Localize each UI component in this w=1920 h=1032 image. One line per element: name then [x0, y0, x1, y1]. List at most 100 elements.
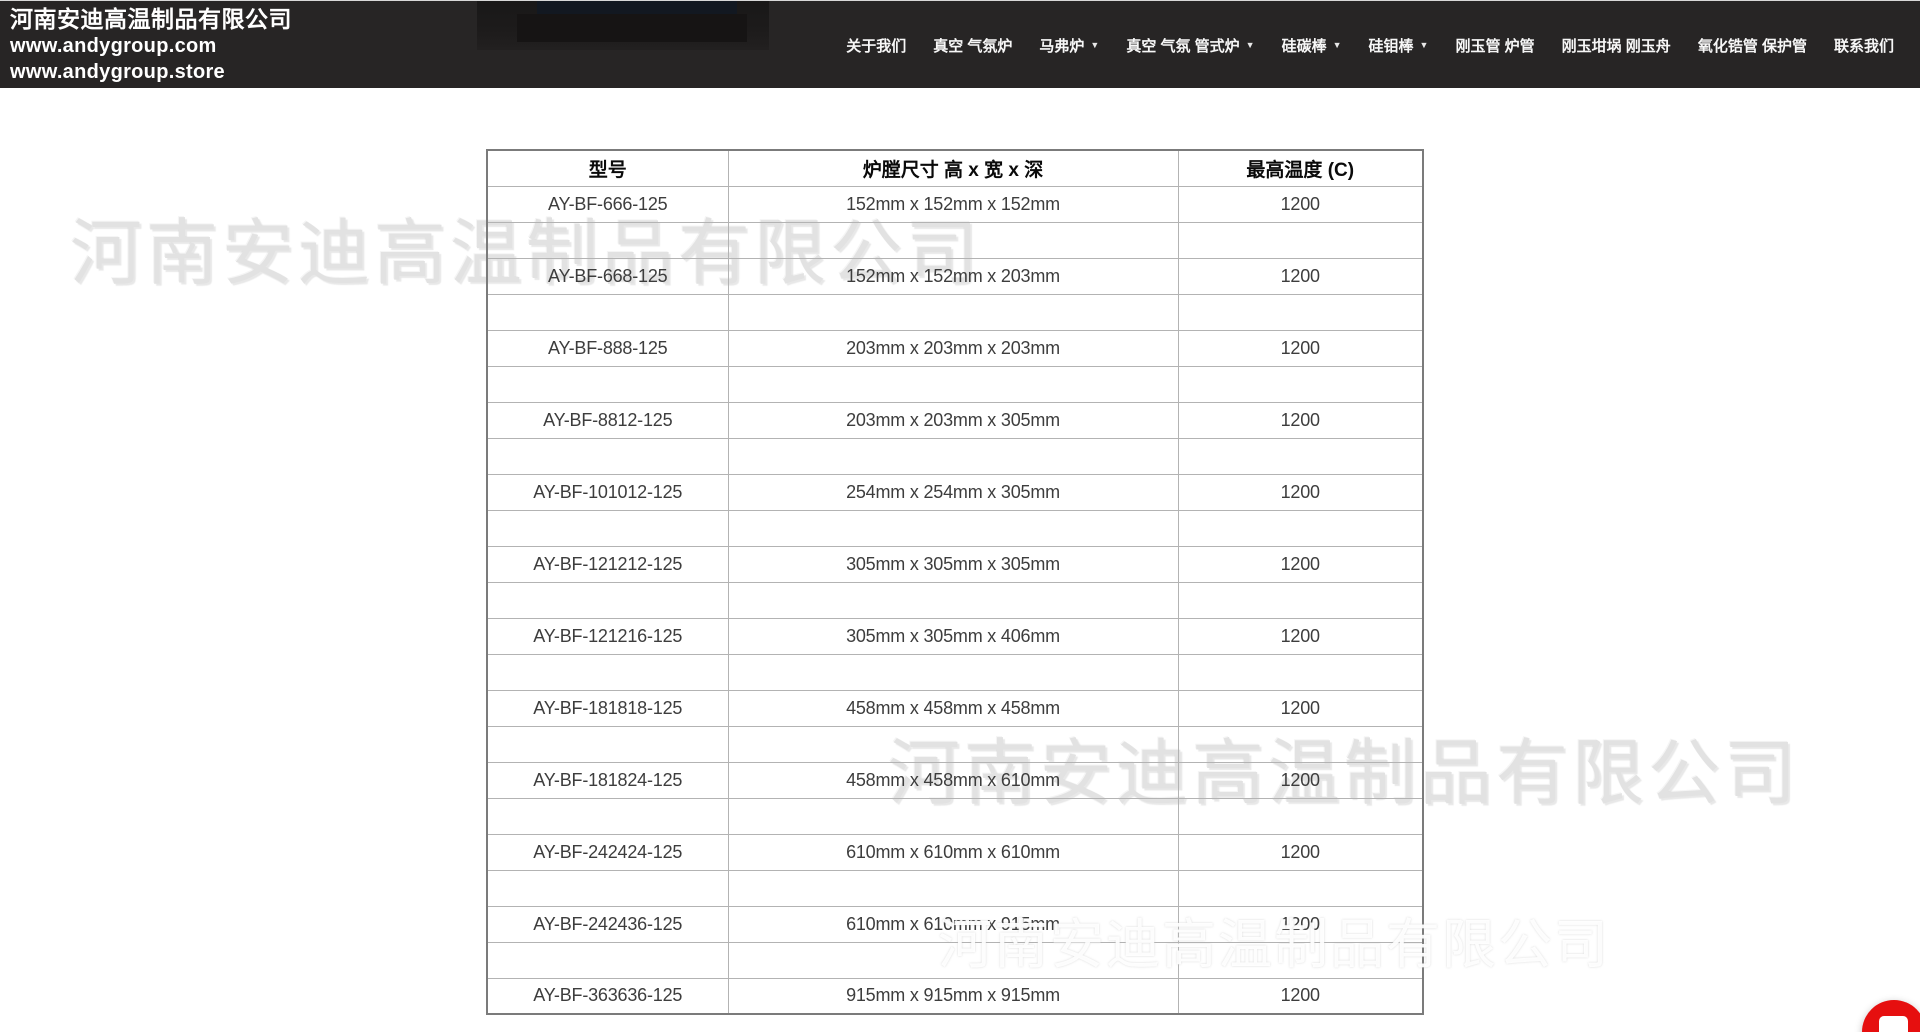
table-row: AY-BF-121212-125 305mm x 305mm x 305mm 120…	[486, 545, 1424, 583]
product-spec-table: 型号 炉膛尺寸 高 x 宽 x 深最高温度 (C) AY-BF-666-125 15…	[486, 149, 1424, 1015]
spacer-cell	[727, 365, 1179, 403]
spacer-row	[486, 725, 1424, 763]
spacer-cell	[727, 221, 1179, 259]
cell-chamber_size: 152mm x 152mm x 152mm	[727, 185, 1179, 223]
nav-item-0[interactable]: 关于我们	[846, 35, 906, 56]
spacer-cell	[1177, 797, 1424, 835]
photo-detail	[517, 14, 747, 42]
cell-model: AY-BF-121212-125	[486, 545, 729, 583]
site-header: 河南安迪高温制品有限公司 www.andygroup.com www.andyg…	[0, 0, 1920, 88]
spacer-cell	[727, 797, 1179, 835]
cell-chamber_size: 152mm x 152mm x 203mm	[727, 257, 1179, 295]
spacer-row	[486, 365, 1424, 403]
table-row: AY-BF-242424-125 610mm x 610mm x 610mm 120…	[486, 833, 1424, 871]
nav-item-3[interactable]: 真空 气氛 管式炉 ▼	[1126, 35, 1254, 56]
cell-model: AY-BF-888-125	[486, 329, 729, 367]
chat-button[interactable]	[1862, 1000, 1920, 1032]
spacer-row	[486, 221, 1424, 259]
chevron-down-icon: ▼	[1419, 40, 1429, 50]
photo-detail	[537, 1, 737, 14]
cell-max_temp: 1200	[1177, 833, 1424, 871]
nav-item-6[interactable]: 刚玉管 炉管	[1455, 35, 1534, 56]
spacer-cell	[1177, 869, 1424, 907]
nav-item-9[interactable]: 联系我们	[1834, 35, 1894, 56]
spacer-row	[486, 581, 1424, 619]
table-row: AY-BF-181818-125 458mm x 458mm x 458mm 120…	[486, 689, 1424, 727]
cell-chamber_size: 458mm x 458mm x 458mm	[727, 689, 1179, 727]
table-row: AY-BF-363636-125 915mm x 915mm x 915mm 120…	[486, 977, 1424, 1015]
cell-max_temp: 1200	[1177, 689, 1424, 727]
spacer-cell	[486, 797, 729, 835]
spacer-cell	[1177, 725, 1424, 763]
nav-item-label: 关于我们	[846, 37, 907, 55]
cell-model: AY-BF-242436-125	[486, 905, 729, 943]
nav-item-label: 氧化锆管 保护管	[1697, 37, 1807, 55]
cell-max_temp: 1200	[1177, 761, 1424, 799]
spacer-cell	[486, 941, 729, 979]
spacer-cell	[727, 869, 1179, 907]
cell-max_temp: 1200	[1177, 905, 1424, 943]
spacer-cell	[727, 293, 1179, 331]
spacer-cell	[1177, 941, 1424, 979]
nav-item-1[interactable]: 真空 气氛炉	[933, 35, 1012, 56]
company-url-store: www.andygroup.store	[10, 61, 225, 83]
spec-table-wrap: 型号 炉膛尺寸 高 x 宽 x 深最高温度 (C) AY-BF-666-125 15…	[486, 149, 1424, 1015]
spacer-row	[486, 293, 1424, 331]
cell-chamber_size: 915mm x 915mm x 915mm	[727, 977, 1179, 1015]
table-row: AY-BF-8812-125 203mm x 203mm x 305mm 1200	[486, 401, 1424, 439]
spacer-row	[486, 941, 1424, 979]
nav-item-label: 马弗炉	[1039, 37, 1085, 55]
cell-model: AY-BF-181824-125	[486, 761, 729, 799]
nav-item-label: 刚玉管 炉管	[1455, 37, 1535, 55]
nav-item-2[interactable]: 马弗炉 ▼	[1039, 35, 1099, 56]
nav-item-5[interactable]: 硅钼棒 ▼	[1369, 35, 1429, 56]
column-header-0: 型号	[486, 149, 729, 187]
cell-max_temp: 1200	[1177, 401, 1424, 439]
table-row: AY-BF-668-125 152mm x 152mm x 203mm 1200	[486, 257, 1424, 295]
spacer-cell	[1177, 437, 1424, 475]
company-name: 河南安迪高温制品有限公司	[10, 6, 292, 32]
cell-model: AY-BF-363636-125	[486, 977, 729, 1015]
cell-chamber_size: 610mm x 610mm x 610mm	[727, 833, 1179, 871]
spacer-cell	[727, 653, 1179, 691]
nav-item-label: 硅碳棒	[1281, 37, 1327, 55]
nav-item-4[interactable]: 硅碳棒 ▼	[1282, 35, 1342, 56]
table-row: AY-BF-242436-125 610mm x 610mm x 915mm 120…	[486, 905, 1424, 943]
header-product-photo	[477, 1, 769, 50]
spacer-cell	[727, 581, 1179, 619]
cell-chamber_size: 203mm x 203mm x 305mm	[727, 401, 1179, 439]
cell-model: AY-BF-101012-125	[486, 473, 729, 511]
spacer-cell	[486, 437, 729, 475]
spacer-cell	[1177, 365, 1424, 403]
cell-max_temp: 1200	[1177, 473, 1424, 511]
nav-item-label: 真空 气氛 管式炉	[1126, 37, 1240, 55]
cell-chamber_size: 203mm x 203mm x 203mm	[727, 329, 1179, 367]
column-header-2: 最高温度 (C)	[1177, 149, 1424, 187]
cell-model: AY-BF-121216-125	[486, 617, 729, 655]
table-header-row: 型号 炉膛尺寸 高 x 宽 x 深最高温度 (C)	[486, 149, 1424, 187]
spacer-row	[486, 869, 1424, 907]
cell-model: AY-BF-666-125	[486, 185, 729, 223]
cell-max_temp: 1200	[1177, 545, 1424, 583]
spacer-cell	[1177, 509, 1424, 547]
cell-model: AY-BF-181818-125	[486, 689, 729, 727]
spacer-cell	[1177, 221, 1424, 259]
cell-max_temp: 1200	[1177, 977, 1424, 1015]
column-header-1: 炉膛尺寸 高 x 宽 x 深	[727, 149, 1179, 187]
spacer-cell	[486, 653, 729, 691]
spacer-cell	[486, 221, 729, 259]
nav-item-label: 真空 气氛炉	[933, 37, 1013, 55]
chevron-down-icon: ▼	[1332, 40, 1342, 50]
main-nav: 关于我们 真空 气氛炉 马弗炉 ▼ 真空 气氛 管式炉 ▼ 硅碳棒 ▼ 硅钼棒 ▼ 刚玉管 炉管 刚玉…	[846, 1, 1894, 89]
cell-model: AY-BF-242424-125	[486, 833, 729, 871]
nav-item-7[interactable]: 刚玉坩埚 刚玉舟	[1562, 35, 1671, 56]
cell-chamber_size: 305mm x 305mm x 305mm	[727, 545, 1179, 583]
spacer-cell	[727, 437, 1179, 475]
cell-chamber_size: 305mm x 305mm x 406mm	[727, 617, 1179, 655]
cell-chamber_size: 610mm x 610mm x 915mm	[727, 905, 1179, 943]
nav-item-8[interactable]: 氧化锆管 保护管	[1698, 35, 1807, 56]
table-row: AY-BF-101012-125 254mm x 254mm x 305mm 120…	[486, 473, 1424, 511]
spacer-row	[486, 797, 1424, 835]
cell-chamber_size: 254mm x 254mm x 305mm	[727, 473, 1179, 511]
spacer-cell	[1177, 581, 1424, 619]
